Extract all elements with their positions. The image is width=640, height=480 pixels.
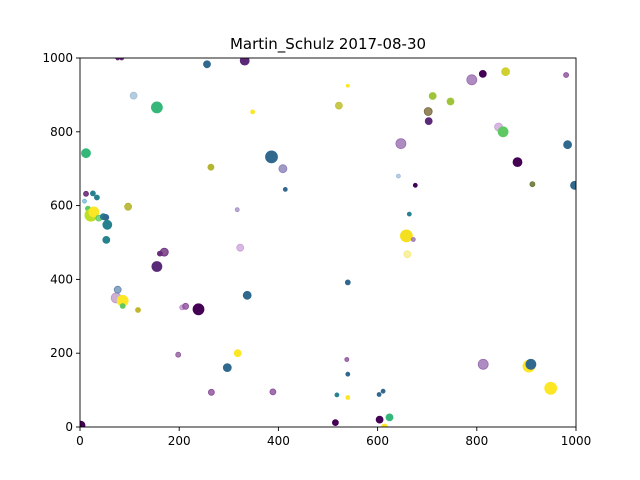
data-point-65 xyxy=(423,107,433,116)
data-point-33 xyxy=(207,388,215,396)
points-layer xyxy=(80,58,576,427)
data-point-77 xyxy=(525,358,537,370)
data-point-71 xyxy=(477,358,489,370)
y-tick-label-0: 0 xyxy=(65,420,73,434)
data-point-29 xyxy=(182,302,189,310)
data-point-45 xyxy=(334,101,343,110)
y-axis: 0 200 400 600 800 1000 xyxy=(42,51,80,434)
data-point-44 xyxy=(282,186,288,192)
data-point-40 xyxy=(250,109,256,115)
x-axis: 0 200 400 600 800 1000 xyxy=(76,427,591,448)
x-tick-label-3: 600 xyxy=(366,434,389,448)
data-point-31 xyxy=(203,60,211,69)
data-point-2 xyxy=(83,190,89,197)
data-point-0 xyxy=(80,420,86,427)
data-point-67 xyxy=(428,92,437,100)
data-point-54 xyxy=(381,423,388,427)
data-point-47 xyxy=(344,279,351,286)
data-point-50 xyxy=(334,392,340,398)
data-point-48 xyxy=(344,357,350,362)
y-tick-label-2: 400 xyxy=(50,272,73,286)
data-point-6 xyxy=(88,206,100,218)
data-point-63 xyxy=(410,237,416,242)
data-point-37 xyxy=(236,243,245,252)
data-point-60 xyxy=(399,229,413,243)
x-tick-label-0: 0 xyxy=(76,434,84,448)
x-tick-label-5: 1000 xyxy=(561,434,592,448)
chart-title: Martin_Schulz 2017-08-30 xyxy=(230,35,426,54)
data-point-32 xyxy=(207,163,215,171)
data-point-46 xyxy=(345,83,350,88)
y-tick-label-3: 600 xyxy=(50,199,73,213)
data-point-34 xyxy=(222,363,232,373)
data-point-56 xyxy=(376,392,382,397)
data-point-73 xyxy=(497,126,509,138)
data-point-36 xyxy=(233,349,242,358)
data-point-51 xyxy=(345,395,351,400)
data-point-49 xyxy=(345,371,351,377)
data-point-12 xyxy=(102,219,113,230)
x-tick-label-2: 400 xyxy=(267,434,290,448)
data-point-75 xyxy=(512,157,523,167)
data-point-18 xyxy=(151,101,163,114)
points-viewport xyxy=(80,58,576,427)
data-point-39 xyxy=(242,290,252,300)
data-point-53 xyxy=(375,415,384,424)
data-point-61 xyxy=(403,250,412,259)
data-point-58 xyxy=(395,173,401,179)
data-point-42 xyxy=(269,388,277,396)
data-point-8 xyxy=(93,194,100,201)
data-point-69 xyxy=(466,74,478,86)
data-point-62 xyxy=(406,211,412,217)
data-point-74 xyxy=(501,67,511,77)
y-tick-label-1: 200 xyxy=(50,346,73,360)
data-point-66 xyxy=(424,117,433,125)
data-point-41 xyxy=(265,150,278,164)
data-point-70 xyxy=(478,69,487,78)
data-point-1 xyxy=(82,198,87,204)
data-point-80 xyxy=(563,72,570,78)
y-tick-label-4: 800 xyxy=(50,125,73,139)
y-tick-label-5: 1000 xyxy=(42,51,73,65)
data-point-14 xyxy=(115,58,121,61)
data-point-20 xyxy=(113,285,122,294)
data-point-57 xyxy=(380,388,386,394)
data-point-27 xyxy=(175,351,182,358)
data-point-38 xyxy=(239,58,250,66)
data-point-24 xyxy=(151,261,163,272)
data-point-35 xyxy=(234,207,240,213)
data-point-22 xyxy=(119,303,126,309)
data-point-23 xyxy=(135,307,141,313)
data-point-26 xyxy=(159,247,169,257)
data-point-59 xyxy=(395,138,407,149)
data-point-52 xyxy=(331,419,339,427)
data-point-17 xyxy=(129,91,138,100)
data-point-64 xyxy=(412,182,418,188)
data-point-11 xyxy=(102,213,110,221)
axes-frame xyxy=(79,57,577,428)
plot-area xyxy=(79,57,577,428)
data-point-55 xyxy=(385,413,394,422)
data-point-16 xyxy=(124,202,132,211)
x-tick-label-1: 200 xyxy=(168,434,191,448)
data-point-82 xyxy=(570,180,576,190)
data-point-79 xyxy=(544,381,558,395)
data-point-30 xyxy=(192,303,205,316)
data-point-13 xyxy=(102,235,111,244)
data-point-78 xyxy=(529,181,536,188)
data-point-43 xyxy=(278,164,288,174)
data-point-3 xyxy=(81,148,91,159)
data-point-15 xyxy=(119,58,125,61)
data-point-68 xyxy=(446,97,455,106)
data-point-81 xyxy=(563,140,573,150)
data-point-7 xyxy=(89,190,96,197)
x-tick-label-4: 800 xyxy=(465,434,488,448)
